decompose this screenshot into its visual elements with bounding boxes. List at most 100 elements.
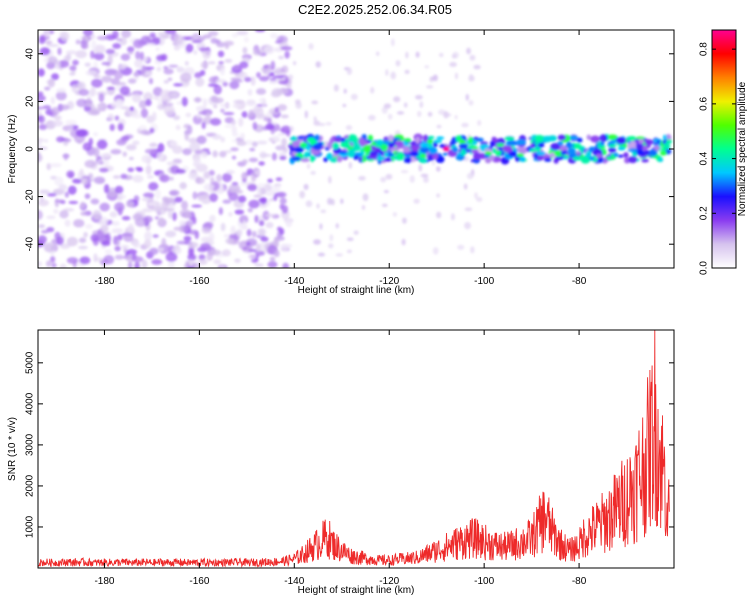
noise-blob xyxy=(279,155,287,161)
noise-blob xyxy=(131,93,142,103)
noise-blob xyxy=(173,45,181,51)
noise-blob xyxy=(69,71,76,76)
noise-blob xyxy=(147,201,156,206)
faint-blob xyxy=(313,239,321,245)
noise-blob xyxy=(244,76,252,83)
faint-blob xyxy=(346,67,353,76)
noise-blob xyxy=(217,50,225,58)
noise-blob xyxy=(168,190,179,196)
noise-blob xyxy=(184,60,189,66)
noise-blob xyxy=(247,183,258,192)
noise-blob xyxy=(157,97,163,106)
noise-blob xyxy=(218,207,223,216)
noise-blob xyxy=(90,86,96,97)
noise-blob xyxy=(47,56,58,65)
noise-blob xyxy=(274,67,283,76)
signal-blob xyxy=(387,134,394,142)
noise-blob xyxy=(90,233,99,242)
noise-blob xyxy=(219,103,230,108)
faint-blob xyxy=(328,175,332,184)
noise-blob xyxy=(209,214,216,223)
faint-blob xyxy=(317,252,326,257)
colorbar-tick-label: 0.4 xyxy=(699,151,710,165)
noise-blob xyxy=(141,64,146,75)
signal-blob xyxy=(384,157,392,161)
signal-blob xyxy=(339,150,348,155)
noise-blob xyxy=(232,132,239,137)
colorbar-tick-label: 0.6 xyxy=(699,96,710,110)
noise-blob xyxy=(247,89,253,96)
noise-blob xyxy=(256,140,268,145)
noise-blob xyxy=(43,243,55,247)
noise-blob xyxy=(234,79,244,83)
signal-blob xyxy=(608,147,617,153)
noise-blob xyxy=(198,47,210,51)
noise-blob xyxy=(46,163,52,171)
noise-blob xyxy=(219,150,227,158)
noise-blob xyxy=(250,76,256,86)
signal-blob xyxy=(557,134,567,141)
noise-blob xyxy=(255,243,261,252)
signal-blob xyxy=(307,137,315,143)
noise-blob xyxy=(253,106,260,115)
noise-blob xyxy=(105,48,116,55)
noise-blob xyxy=(238,117,244,127)
signal-blob xyxy=(369,150,378,157)
signal-blob xyxy=(383,151,388,158)
noise-blob xyxy=(279,197,287,205)
noise-blob xyxy=(77,245,89,250)
noise-blob xyxy=(59,104,70,111)
noise-blob xyxy=(236,229,243,237)
noise-blob xyxy=(96,139,108,150)
noise-blob xyxy=(206,252,213,261)
noise-blob xyxy=(276,226,282,232)
noise-blob xyxy=(231,155,237,160)
noise-blob xyxy=(234,209,245,215)
signal-blob xyxy=(662,134,668,141)
noise-blob xyxy=(260,153,272,157)
noise-blob xyxy=(284,51,290,59)
signal-blob xyxy=(352,141,360,149)
noise-blob xyxy=(109,211,118,218)
noise-blob xyxy=(189,142,201,153)
noise-blob xyxy=(231,32,239,38)
signal-blob xyxy=(451,138,456,146)
noise-blob xyxy=(208,76,218,84)
noise-blob xyxy=(103,254,115,265)
signal-blob xyxy=(300,158,310,163)
noise-blob xyxy=(80,201,86,209)
faint-blob xyxy=(401,238,406,246)
noise-blob xyxy=(82,142,92,151)
signal-blob xyxy=(415,136,420,144)
noise-blob xyxy=(194,72,202,79)
faint-blob xyxy=(409,175,415,183)
noise-blob xyxy=(220,222,226,232)
signal-blob xyxy=(409,151,419,157)
signal-blob xyxy=(432,141,438,148)
noise-blob xyxy=(286,84,292,89)
signal-blob xyxy=(359,140,369,147)
signal-blob xyxy=(409,145,419,150)
noise-blob xyxy=(126,248,138,255)
faint-blob xyxy=(350,93,358,101)
spectrogram-x-tick-label: -120 xyxy=(379,276,399,287)
noise-blob xyxy=(132,39,144,49)
noise-blob xyxy=(144,148,157,154)
signal-blob xyxy=(491,136,497,142)
signal-blob xyxy=(467,136,474,144)
noise-blob xyxy=(101,75,113,83)
noise-blob xyxy=(114,245,121,252)
faint-blob xyxy=(392,212,398,217)
noise-blob xyxy=(76,98,88,108)
faint-blob xyxy=(431,160,436,166)
noise-blob xyxy=(208,232,215,242)
noise-blob xyxy=(198,111,208,115)
noise-blob xyxy=(100,224,109,233)
faint-blob xyxy=(470,246,475,254)
snr-y-tick-label: 1000 xyxy=(25,515,36,538)
signal-blob xyxy=(666,139,672,144)
noise-blob xyxy=(254,30,266,33)
snr-x-tick-label: -160 xyxy=(189,576,209,587)
noise-blob xyxy=(155,46,160,52)
noise-blob xyxy=(168,64,179,68)
